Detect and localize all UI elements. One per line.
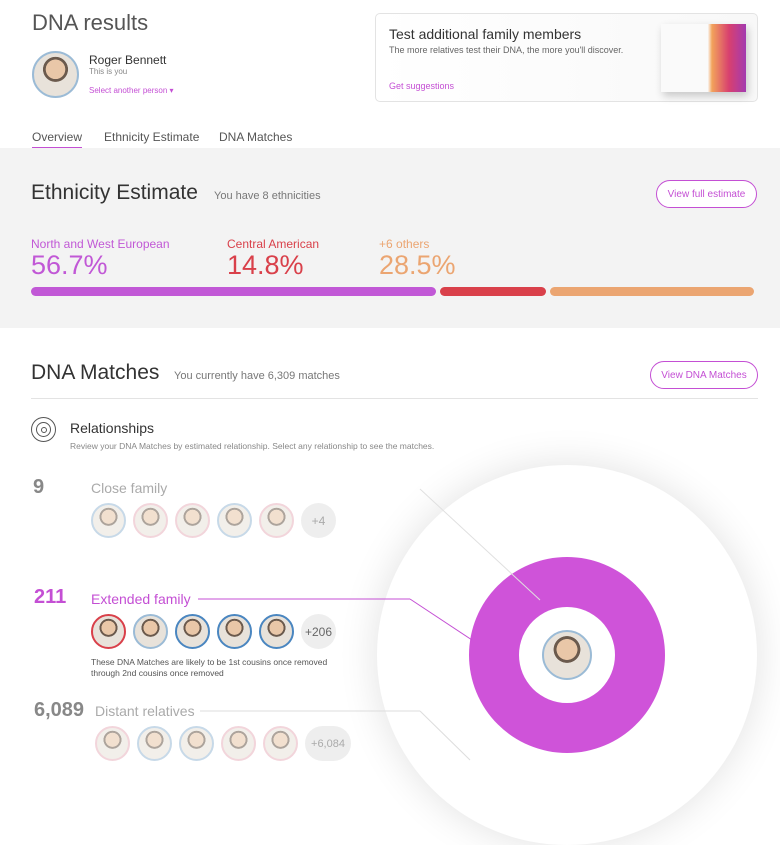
more-matches-count[interactable]: +4: [301, 503, 336, 538]
avatar[interactable]: [91, 614, 126, 649]
extended-family-desc: These DNA Matches are likely to be 1st c…: [91, 657, 328, 678]
page-title: DNA results: [32, 10, 149, 35]
view-dna-matches-button[interactable]: View DNA Matches: [650, 361, 758, 389]
region-percent: 28.5%: [379, 250, 456, 280]
distant-relatives-label[interactable]: Distant relatives: [95, 703, 195, 719]
avatar[interactable]: [221, 726, 256, 761]
extended-family-label[interactable]: Extended family: [91, 591, 191, 607]
ethnicity-section: [0, 148, 780, 328]
distant-relatives-count: 6,089: [34, 699, 85, 721]
close-family-label[interactable]: Close family: [91, 480, 168, 496]
select-person-dropdown[interactable]: Select another person ▾: [89, 86, 174, 95]
promo-text: The more relatives test their DNA, the m…: [389, 45, 624, 55]
dna-kit-image: [661, 24, 746, 92]
extended-family-count: 211: [34, 586, 67, 608]
relationships-title: Relationships: [70, 420, 155, 436]
avatar[interactable]: [259, 614, 294, 649]
ethnicity-bar-segment: [550, 287, 754, 296]
avatar[interactable]: [175, 503, 210, 538]
relationships-desc: Review your DNA Matches by estimated rel…: [70, 441, 435, 451]
avatar[interactable]: [217, 614, 252, 649]
avatar[interactable]: [179, 726, 214, 761]
more-matches-count[interactable]: +6,084: [305, 726, 351, 761]
avatar[interactable]: [263, 726, 298, 761]
region-percent: 14.8%: [227, 250, 304, 280]
matches-title: DNA Matches: [31, 361, 160, 384]
tab-ethnicity-estimate[interactable]: Ethnicity Estimate: [104, 130, 200, 144]
target-icon: [31, 417, 56, 442]
region-label: North and West European: [31, 237, 170, 251]
view-full-estimate-button[interactable]: View full estimate: [656, 180, 757, 208]
user-avatar: [32, 51, 79, 98]
close-family-avatars: +4: [91, 503, 336, 538]
center-user-avatar: [542, 630, 592, 680]
caret-down-icon: ▾: [169, 86, 174, 95]
ethnicity-bar-segment: [440, 287, 547, 296]
user-name: Roger Bennett: [89, 53, 167, 67]
ethnicity-bar-segment: [31, 287, 437, 296]
avatar[interactable]: [137, 726, 172, 761]
connector-lines: [198, 488, 541, 761]
avatar[interactable]: [133, 503, 168, 538]
avatar[interactable]: [91, 503, 126, 538]
divider: [31, 398, 758, 399]
tab-dna-matches[interactable]: DNA Matches: [219, 130, 293, 144]
ethnicity-subtitle: You have 8 ethnicities: [214, 190, 321, 202]
avatar[interactable]: [175, 614, 210, 649]
avatar[interactable]: [217, 503, 252, 538]
region-percent: 56.7%: [31, 250, 108, 280]
region-label: Central American: [227, 237, 320, 251]
close-family-count: 9: [33, 476, 45, 498]
extended-family-avatars: +206: [91, 614, 336, 649]
select-person-label: Select another person: [89, 86, 168, 95]
promo-title: Test additional family members: [389, 26, 582, 42]
avatar[interactable]: [133, 614, 168, 649]
region-label: +6 others: [379, 237, 430, 251]
user-subtitle: This is you: [89, 67, 128, 76]
more-matches-count[interactable]: +206: [301, 614, 336, 649]
matches-subtitle: You currently have 6,309 matches: [174, 370, 340, 382]
promo-card: Test additional family members The more …: [375, 13, 758, 102]
ethnicity-title: Ethnicity Estimate: [31, 181, 198, 204]
avatar[interactable]: [259, 503, 294, 538]
distant-relatives-avatars: +6,084: [95, 726, 351, 761]
avatar[interactable]: [95, 726, 130, 761]
get-suggestions-link[interactable]: Get suggestions: [389, 81, 455, 91]
